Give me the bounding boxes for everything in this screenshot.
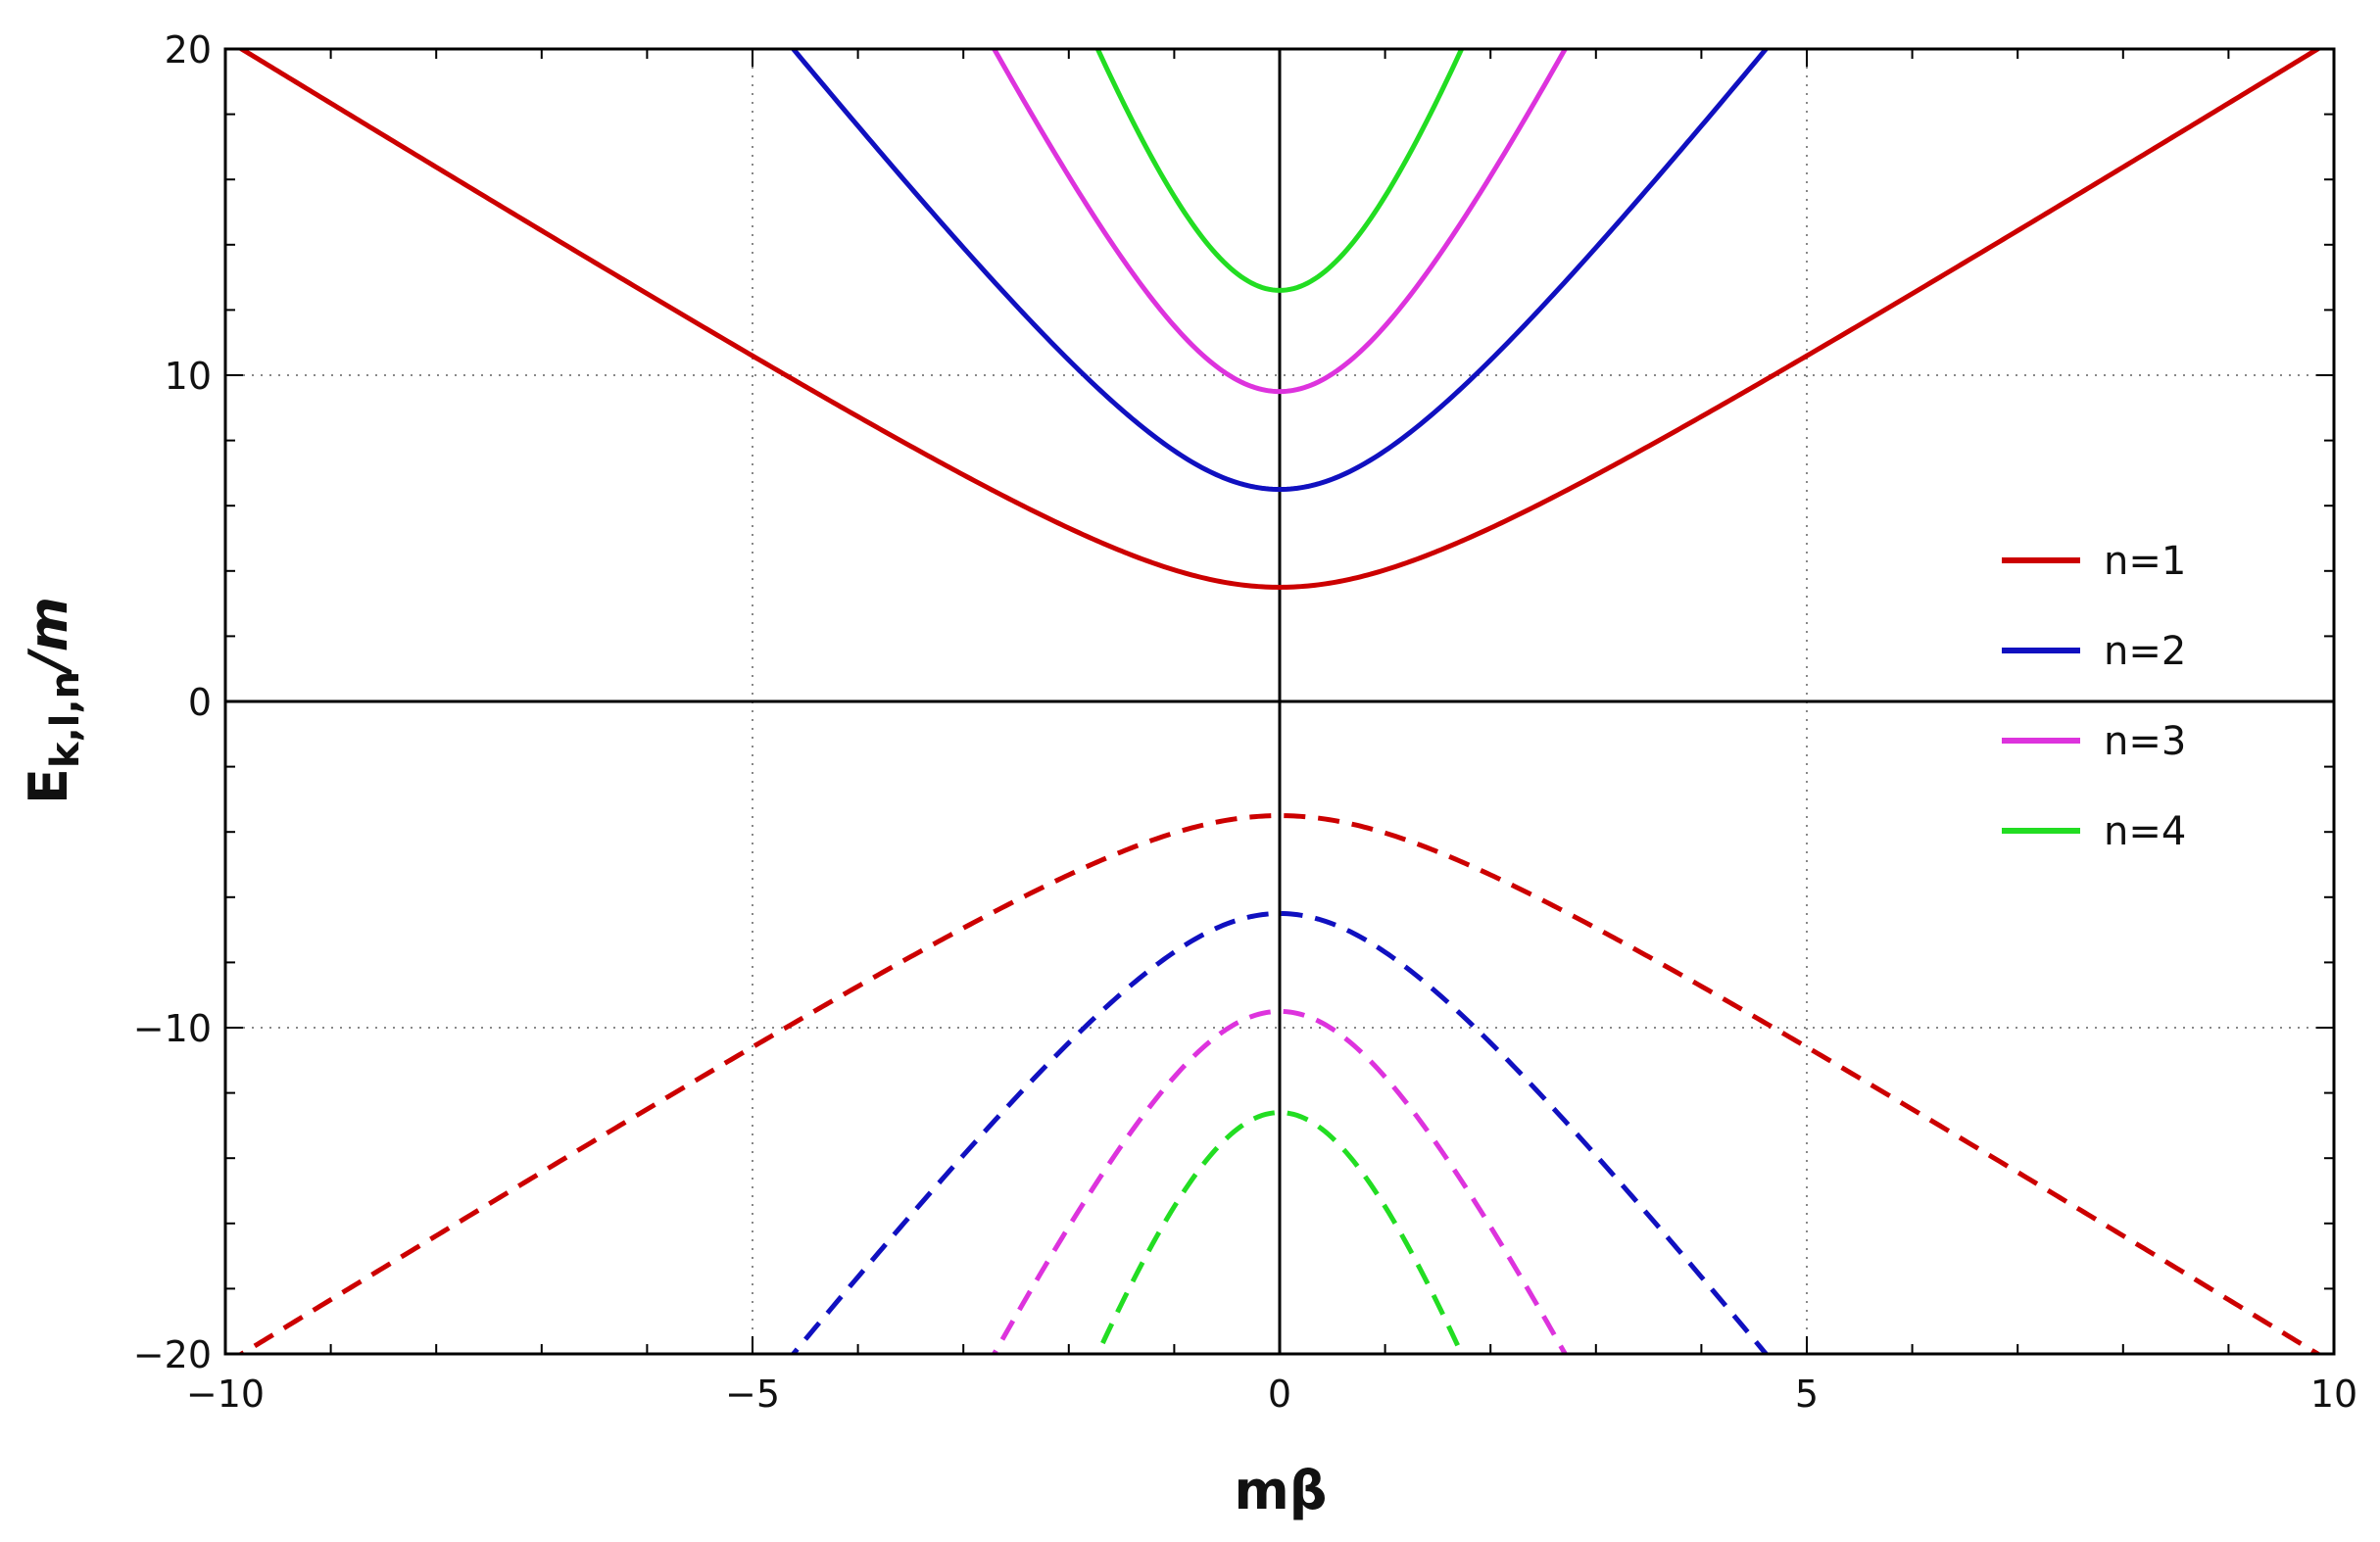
- legend-label-n2: n=2: [2104, 629, 2186, 674]
- y-tick-label: −10: [133, 1007, 212, 1050]
- x-tick-label: 10: [2310, 1373, 2357, 1416]
- curve-n4-positive: [1094, 49, 1465, 293]
- y-axis-title-main: E: [18, 768, 79, 804]
- x-axis-title: mβ: [1235, 1460, 1328, 1521]
- curves: [236, 49, 2323, 1354]
- curve-n2-positive: [790, 49, 1770, 493]
- y-tick-label: 10: [165, 355, 212, 398]
- y-tick-label: −20: [133, 1333, 212, 1376]
- x-tick-label: 0: [1268, 1373, 1291, 1416]
- legend-label-n1: n=1: [2104, 539, 2186, 584]
- y-tick-label: 20: [165, 28, 212, 72]
- legend: n=1 n=2 n=3 n=4: [2002, 539, 2186, 854]
- plot-frame: [223, 47, 2336, 1356]
- zero-axes: [225, 49, 2334, 1354]
- y-axis-title-sub: k,l,n: [43, 671, 88, 768]
- curve-n3-positive: [991, 49, 1569, 395]
- y-axis-title: Ek,l,n/m: [18, 597, 88, 804]
- y-axis-title-tail: /m: [18, 597, 79, 677]
- curve-n1-positive: [236, 49, 2323, 590]
- x-tick-label: −10: [186, 1373, 265, 1416]
- x-tick-label: 5: [1795, 1373, 1819, 1416]
- y-tick-label: 0: [188, 681, 212, 724]
- x-tick-label: −5: [725, 1373, 780, 1416]
- legend-label-n4: n=4: [2104, 809, 2186, 854]
- legend-label-n3: n=3: [2104, 719, 2186, 764]
